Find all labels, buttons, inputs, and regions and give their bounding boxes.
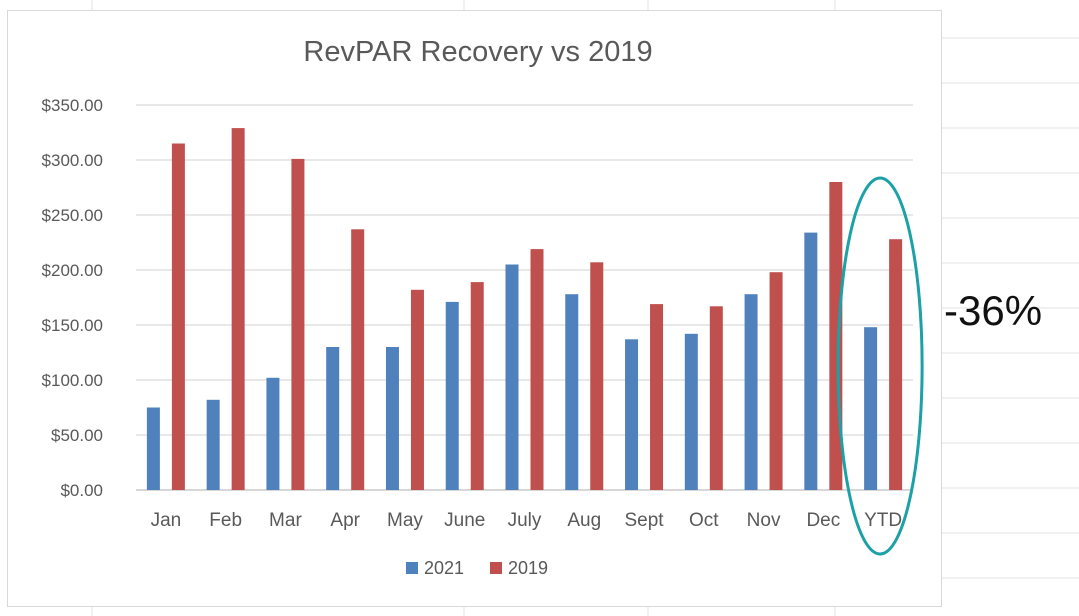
bar-2021-ytd[interactable] bbox=[864, 327, 878, 490]
bar-2019-july[interactable] bbox=[530, 249, 544, 490]
y-tick-label: $350.00 bbox=[42, 96, 103, 115]
y-axis-ticks: $0.00 $50.00 $100.00 $150.00 $200.00 $250.00 $… bbox=[42, 96, 103, 500]
chart-frame[interactable]: $0.00 $50.00 $100.00 $150.00 $200.00 $250.00 $… bbox=[7, 10, 942, 607]
bar-2021-may[interactable] bbox=[385, 347, 399, 490]
x-tick-label: June bbox=[444, 510, 485, 531]
x-tick-label: July bbox=[508, 510, 542, 531]
x-tick-label: Sept bbox=[624, 510, 664, 531]
bar-2021-feb[interactable] bbox=[206, 399, 220, 490]
bar-2019-may[interactable] bbox=[410, 289, 424, 490]
ytd-change-callout: -36% bbox=[944, 287, 1043, 334]
x-tick-label: Oct bbox=[689, 510, 719, 531]
bar-chart: $0.00 $50.00 $100.00 $150.00 $200.00 $250.00 $… bbox=[42, 36, 924, 578]
bar-2021-aug[interactable] bbox=[565, 294, 579, 490]
x-tick-label: Mar bbox=[269, 510, 302, 531]
x-tick-label: Aug bbox=[567, 510, 601, 531]
y-tick-label: $50.00 bbox=[51, 426, 103, 445]
bar-2021-june[interactable] bbox=[445, 301, 459, 490]
legend-swatch-2021 bbox=[406, 562, 418, 574]
y-tick-label: $100.00 bbox=[42, 371, 103, 390]
legend: 2021 2019 bbox=[406, 558, 548, 578]
bar-2019-aug[interactable] bbox=[590, 262, 604, 490]
x-tick-label: Feb bbox=[209, 510, 242, 531]
bar-2019-apr[interactable] bbox=[351, 229, 365, 491]
x-axis-categories: Jan Feb Mar Apr May June July Aug Sept Oct Nov Dec Y… bbox=[151, 510, 903, 531]
bar-2019-mar[interactable] bbox=[291, 158, 305, 490]
bar-2019-jan[interactable] bbox=[171, 143, 185, 491]
bar-2019-ytd[interactable] bbox=[889, 239, 903, 490]
x-tick-label: Jan bbox=[151, 510, 182, 531]
chart-title: RevPAR Recovery vs 2019 bbox=[303, 36, 652, 68]
bar-2021-july[interactable] bbox=[505, 264, 519, 491]
x-tick-label: Nov bbox=[747, 510, 781, 531]
bar-2021-sept[interactable] bbox=[625, 339, 639, 490]
y-tick-label: $250.00 bbox=[42, 206, 103, 225]
y-tick-label: $300.00 bbox=[42, 151, 103, 170]
bar-2021-apr[interactable] bbox=[326, 347, 340, 490]
y-tick-label: $200.00 bbox=[42, 261, 103, 280]
x-tick-label: YTD bbox=[864, 510, 902, 531]
legend-label-2019: 2019 bbox=[508, 558, 548, 578]
ytd-highlight-ellipse bbox=[836, 176, 924, 556]
y-tick-label: $150.00 bbox=[42, 316, 103, 335]
bar-2019-sept[interactable] bbox=[650, 304, 664, 490]
legend-swatch-2019 bbox=[490, 562, 502, 574]
x-tick-label: May bbox=[387, 510, 423, 531]
bar-2019-oct[interactable] bbox=[709, 306, 723, 490]
legend-label-2021: 2021 bbox=[424, 558, 464, 578]
bar-2021-dec[interactable] bbox=[804, 232, 818, 490]
bars bbox=[146, 128, 903, 491]
bar-2021-jan[interactable] bbox=[146, 407, 160, 491]
bar-2021-oct[interactable] bbox=[684, 333, 698, 490]
bar-2019-june[interactable] bbox=[470, 282, 484, 490]
bar-2021-mar[interactable] bbox=[266, 377, 280, 490]
y-gridlines bbox=[136, 104, 913, 491]
bar-2021-nov[interactable] bbox=[744, 294, 758, 490]
bar-2019-nov[interactable] bbox=[769, 272, 783, 490]
x-tick-label: Dec bbox=[806, 510, 840, 531]
y-tick-label: $0.00 bbox=[60, 481, 103, 500]
x-tick-label: Apr bbox=[330, 510, 360, 531]
bar-2019-feb[interactable] bbox=[231, 128, 245, 490]
